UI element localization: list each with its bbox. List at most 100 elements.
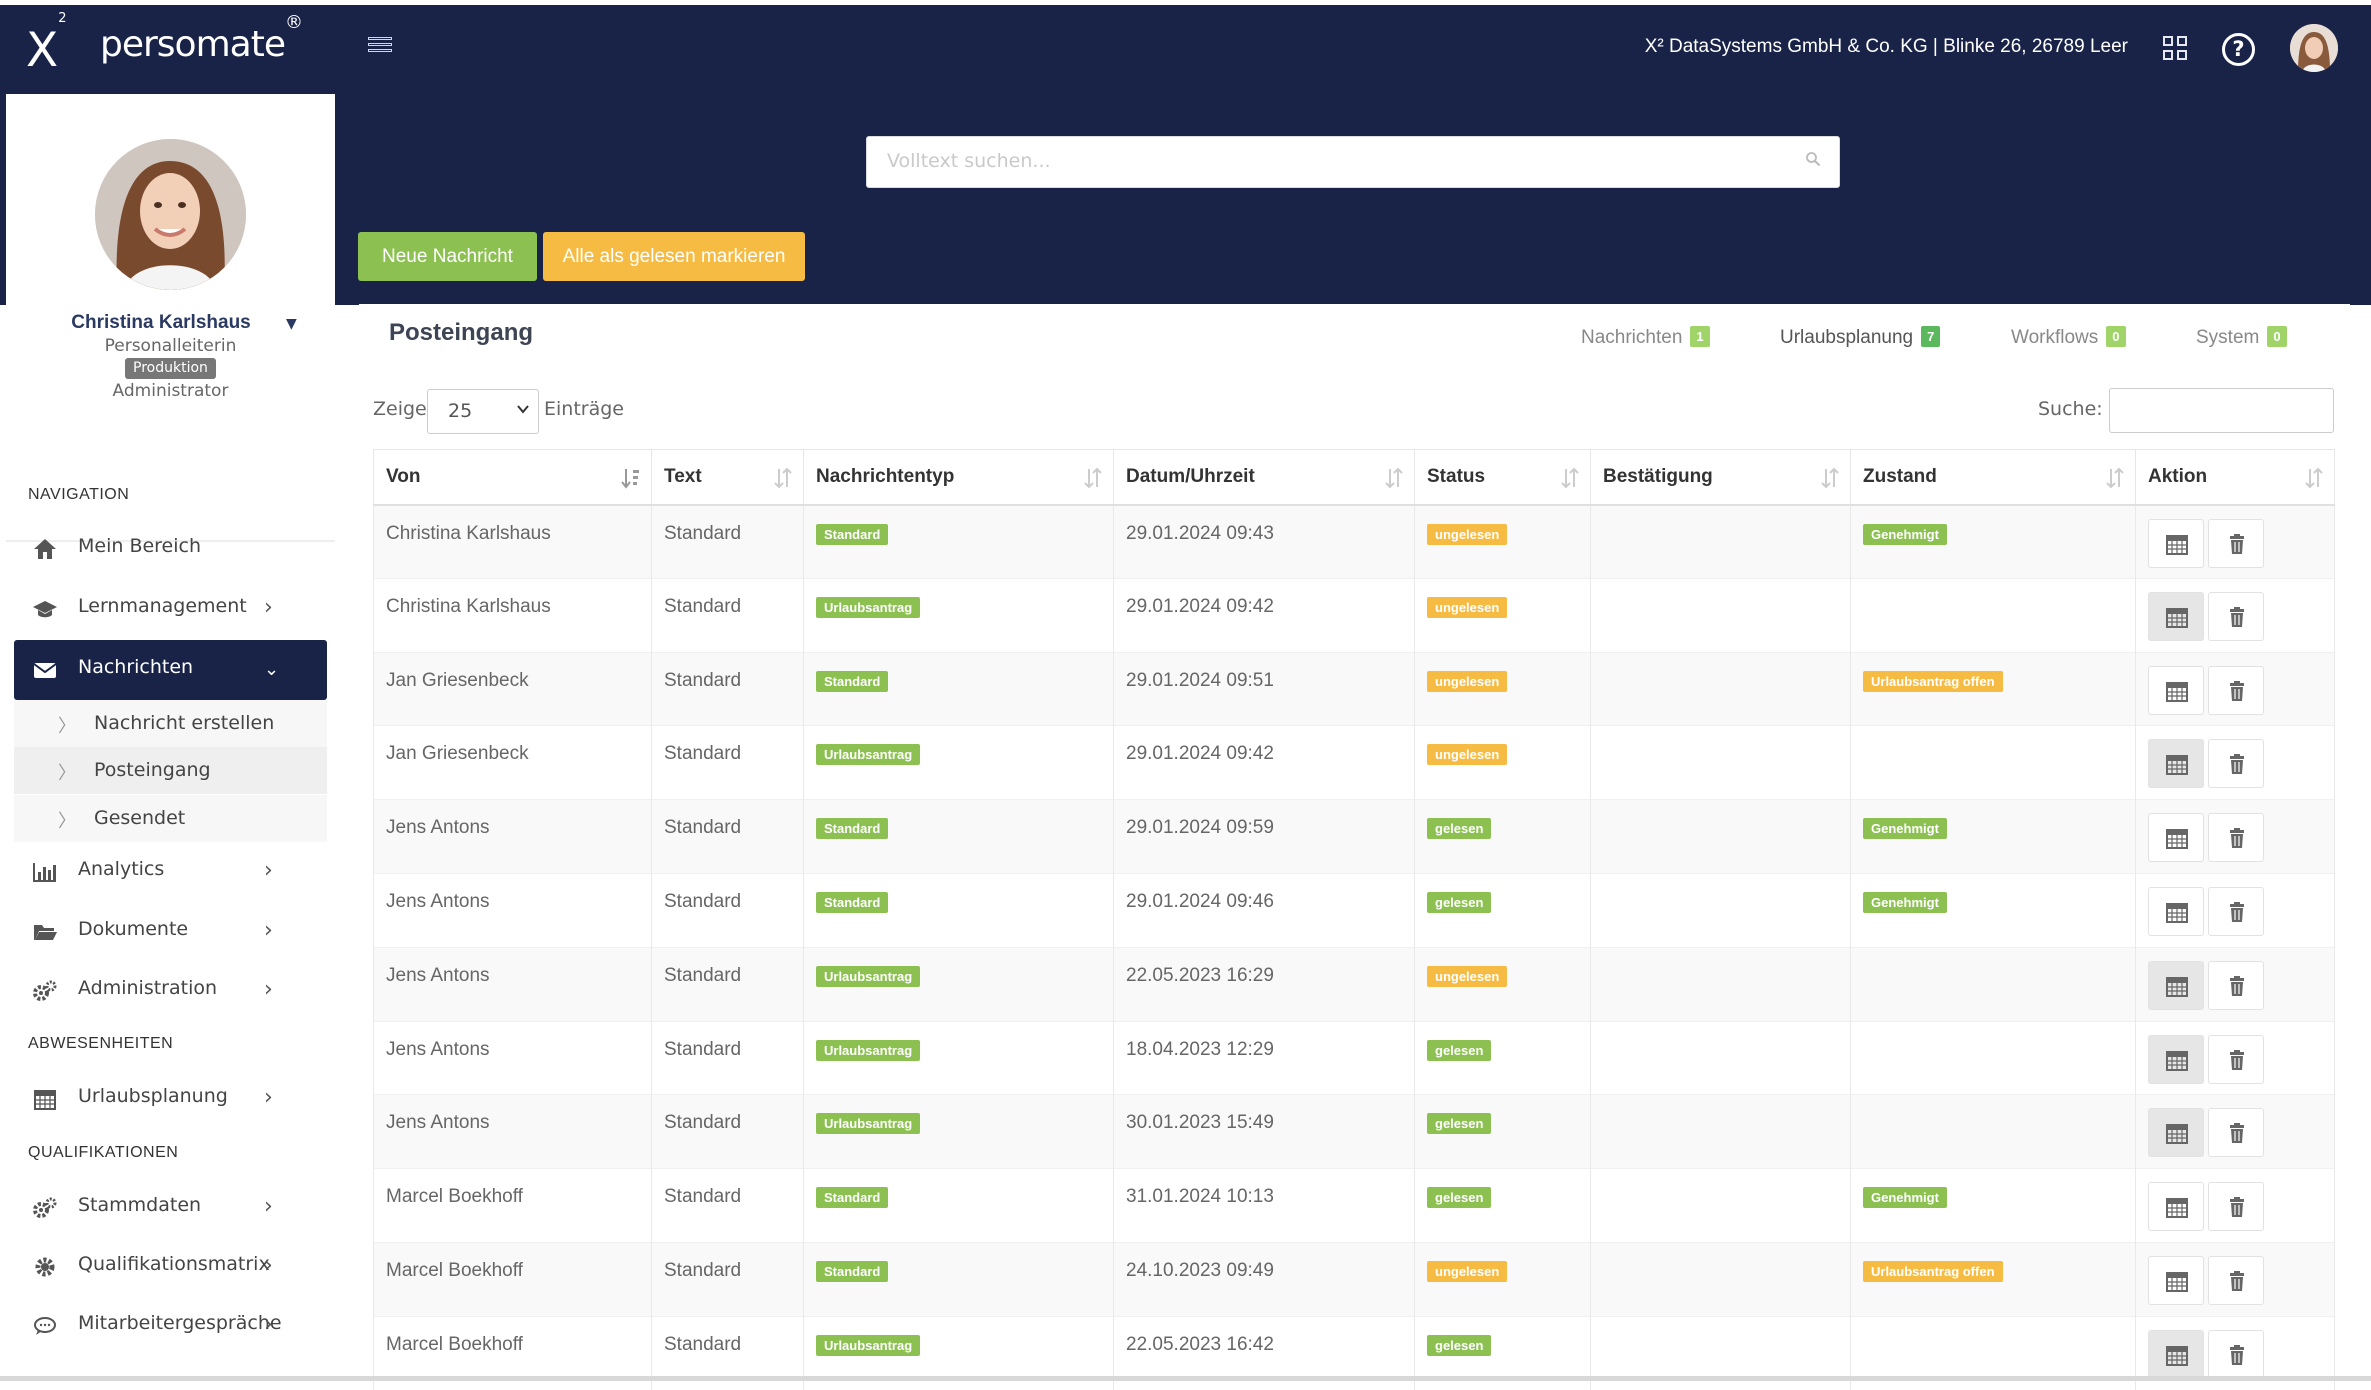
logo-x2: X2: [26, 23, 64, 78]
open-calendar-button[interactable]: [2148, 1035, 2204, 1084]
column-header-von[interactable]: Von: [374, 450, 652, 505]
cell-bestaetigung: [1591, 578, 1851, 652]
sub-label: Gesendet: [94, 807, 185, 829]
nav-item-qualifikationsmatrix[interactable]: Qualifikationsmatrix ›: [6, 1237, 335, 1297]
nav-item-mitarbeitergespraeche[interactable]: Mitarbeitergespräche ›: [6, 1296, 335, 1356]
new-message-button[interactable]: Neue Nachricht: [358, 232, 537, 281]
column-header-status[interactable]: Status: [1415, 450, 1591, 505]
tab-label: Nachrichten: [1581, 327, 1682, 348]
nav-item-analytics[interactable]: Analytics ›: [6, 842, 335, 902]
column-header-datum[interactable]: Datum/Uhrzeit: [1114, 450, 1415, 505]
message-type-badge: Standard: [816, 524, 888, 545]
fulltext-search[interactable]: [866, 136, 1840, 188]
delete-button[interactable]: [2208, 1108, 2264, 1157]
column-header-bestaetigung[interactable]: Bestätigung: [1591, 450, 1851, 505]
nav-item-nachrichten[interactable]: Nachrichten ⌄: [14, 640, 327, 700]
nav-item-stammdaten[interactable]: Stammdaten ›: [6, 1178, 335, 1238]
cog-icon: [32, 1255, 58, 1279]
open-calendar-button[interactable]: [2148, 887, 2204, 936]
menu-toggle-icon[interactable]: [366, 35, 396, 61]
sub-item-gesendet[interactable]: 〉 Gesendet: [14, 795, 327, 842]
profile-name[interactable]: Christina Karlshaus: [6, 312, 316, 334]
search-icon[interactable]: [1805, 151, 1821, 167]
delete-button[interactable]: [2208, 1330, 2264, 1379]
apps-grid-icon[interactable]: [2163, 36, 2189, 62]
open-calendar-button[interactable]: [2148, 1182, 2204, 1231]
cell-von: Jan Griesenbeck: [374, 652, 652, 726]
open-calendar-button[interactable]: [2148, 1330, 2204, 1379]
cell-nachrichtentyp: Urlaubsantrag: [804, 1021, 1114, 1095]
mark-all-read-button[interactable]: Alle als gelesen markieren: [543, 232, 805, 281]
help-icon[interactable]: ?: [2222, 33, 2255, 66]
cell-zustand: Urlaubsantrag offen: [1851, 652, 2136, 726]
cell-text: Standard: [652, 1021, 804, 1095]
section-abwesenheiten: ABWESENHEITEN: [28, 1035, 173, 1053]
delete-button[interactable]: [2208, 887, 2264, 936]
nav-item-dokumente[interactable]: Dokumente ›: [6, 902, 335, 962]
nav-item-lernmanagement[interactable]: Lernmanagement ›: [6, 579, 335, 639]
nav-item-mein-bereich[interactable]: Mein Bereich: [6, 519, 335, 579]
open-calendar-button[interactable]: [2148, 519, 2204, 568]
profile-photo[interactable]: [95, 139, 246, 290]
column-header-text[interactable]: Text: [652, 450, 804, 505]
fulltext-search-input[interactable]: [885, 137, 1785, 185]
user-avatar[interactable]: [2290, 24, 2338, 72]
cell-bestaetigung: [1591, 873, 1851, 947]
cell-text: Standard: [652, 505, 804, 579]
nav-item-administration[interactable]: Administration ›: [6, 961, 335, 1021]
cell-bestaetigung: [1591, 1021, 1851, 1095]
delete-button[interactable]: [2208, 739, 2264, 788]
delete-button[interactable]: [2208, 1035, 2264, 1084]
column-header-zustand[interactable]: Zustand: [1851, 450, 2136, 505]
open-calendar-button[interactable]: [2148, 666, 2204, 715]
trash-icon: [2226, 1344, 2248, 1366]
open-calendar-button[interactable]: [2148, 739, 2204, 788]
cell-status: gelesen: [1415, 1169, 1591, 1243]
delete-button[interactable]: [2208, 519, 2264, 568]
open-calendar-button[interactable]: [2148, 1108, 2204, 1157]
state-badge: Genehmigt: [1863, 818, 1947, 839]
page-length-select[interactable]: 25: [427, 389, 539, 434]
profile-dropdown-caret-icon[interactable]: ▼: [286, 316, 297, 332]
app-logo[interactable]: X2 persomate®: [6, 5, 335, 94]
cell-bestaetigung: [1591, 505, 1851, 579]
sub-item-posteingang[interactable]: 〉 Posteingang: [14, 747, 327, 794]
open-calendar-button[interactable]: [2148, 592, 2204, 641]
calendar-icon: [2166, 827, 2188, 849]
open-calendar-button[interactable]: [2148, 813, 2204, 862]
open-calendar-button[interactable]: [2148, 1256, 2204, 1305]
delete-button[interactable]: [2208, 666, 2264, 715]
message-type-badge: Urlaubsantrag: [816, 744, 920, 765]
delete-button[interactable]: [2208, 1256, 2264, 1305]
nav-label: Nachrichten: [78, 656, 193, 678]
delete-button[interactable]: [2208, 813, 2264, 862]
cell-aktion: [2136, 873, 2335, 947]
column-header-aktion[interactable]: Aktion: [2136, 450, 2335, 505]
cell-zustand: [1851, 947, 2136, 1021]
sub-item-nachricht-erstellen[interactable]: 〉 Nachricht erstellen: [14, 700, 327, 747]
delete-button[interactable]: [2208, 961, 2264, 1010]
delete-button[interactable]: [2208, 1182, 2264, 1231]
delete-button[interactable]: [2208, 592, 2264, 641]
column-header-nachrichtentyp[interactable]: Nachrichtentyp: [804, 450, 1114, 505]
nav-item-urlaubsplanung[interactable]: Urlaubsplanung ›: [6, 1069, 335, 1129]
cell-von: Christina Karlshaus: [374, 505, 652, 579]
open-calendar-button[interactable]: [2148, 961, 2204, 1010]
table-filter-input[interactable]: [2109, 388, 2334, 433]
cell-datum: 22.05.2023 16:29: [1114, 947, 1415, 1021]
